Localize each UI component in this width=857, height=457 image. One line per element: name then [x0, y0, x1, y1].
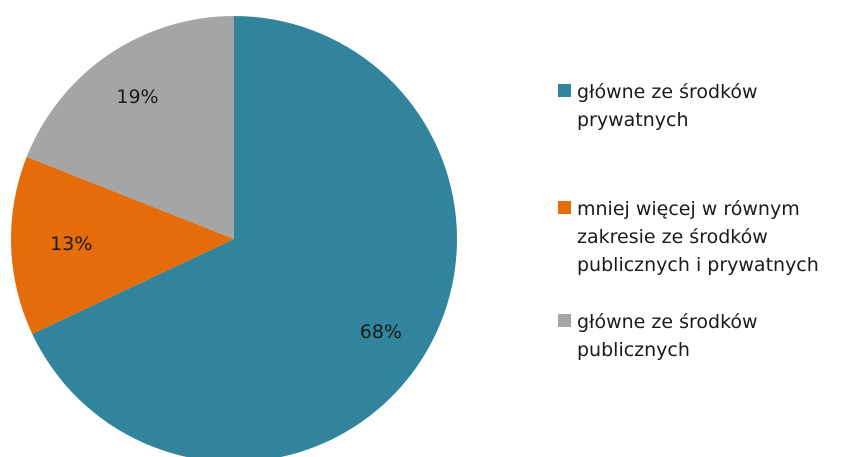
pie-slice-public — [26, 16, 234, 239]
pie-label-public: 19% — [116, 86, 158, 108]
legend-item-mixed: mniej więcej w równym zakresie ze środkó… — [558, 195, 819, 279]
legend-swatch-private — [558, 84, 571, 97]
legend-swatch-public — [558, 314, 571, 327]
pie-slice-private — [32, 16, 457, 457]
legend-item-private: główne ze środków prywatnych — [558, 78, 758, 134]
legend-label-private: główne ze środków prywatnych — [577, 81, 758, 131]
legend-label-mixed: mniej więcej w równym zakresie ze środkó… — [577, 198, 819, 276]
legend-swatch-mixed — [558, 201, 571, 214]
legend-item-public: główne ze środków publicznych — [558, 308, 758, 364]
pie-slice-mixed — [10, 156, 234, 334]
pie-chart: 68% 13% 19% — [10, 16, 457, 457]
pie-label-private: 68% — [360, 321, 402, 343]
pie-label-mixed: 13% — [50, 233, 92, 255]
legend-label-public: główne ze środków publicznych — [577, 311, 758, 361]
